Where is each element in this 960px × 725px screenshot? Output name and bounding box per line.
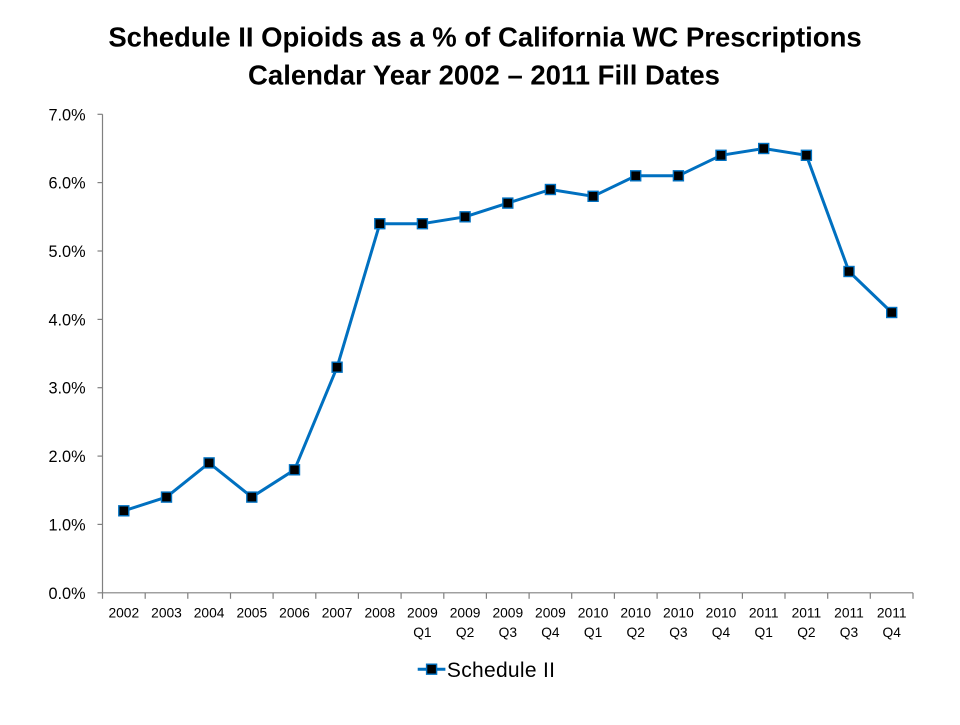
svg-text:Q1: Q1 xyxy=(413,625,431,640)
svg-text:2004: 2004 xyxy=(194,606,225,621)
svg-text:2011: 2011 xyxy=(749,606,779,621)
svg-text:2009: 2009 xyxy=(535,606,566,621)
svg-text:2011: 2011 xyxy=(877,606,907,621)
svg-text:Q3: Q3 xyxy=(499,625,518,640)
svg-text:Q2: Q2 xyxy=(797,625,815,640)
svg-text:0.0%: 0.0% xyxy=(48,585,85,603)
svg-text:Q3: Q3 xyxy=(669,625,688,640)
svg-text:2006: 2006 xyxy=(279,606,310,621)
svg-text:1.0%: 1.0% xyxy=(48,516,85,534)
svg-text:Schedule II: Schedule II xyxy=(447,659,555,682)
svg-text:Q1: Q1 xyxy=(754,625,772,640)
svg-text:2010: 2010 xyxy=(706,606,737,621)
svg-text:2010: 2010 xyxy=(620,606,651,621)
svg-text:Q2: Q2 xyxy=(626,625,644,640)
svg-text:2009: 2009 xyxy=(407,606,438,621)
svg-text:5.0%: 5.0% xyxy=(48,243,85,261)
svg-text:Calendar Year 2002 – 2011 Fill: Calendar Year 2002 – 2011 Fill Dates xyxy=(248,60,720,91)
svg-text:Q4: Q4 xyxy=(882,625,901,640)
svg-text:2009: 2009 xyxy=(492,606,523,621)
svg-text:7.0%: 7.0% xyxy=(48,106,85,124)
svg-text:2011: 2011 xyxy=(834,606,864,621)
svg-text:Q4: Q4 xyxy=(712,625,731,640)
svg-text:Q2: Q2 xyxy=(456,625,474,640)
svg-text:2010: 2010 xyxy=(578,606,609,621)
svg-text:4.0%: 4.0% xyxy=(48,311,85,329)
svg-text:2008: 2008 xyxy=(364,606,395,621)
svg-text:3.0%: 3.0% xyxy=(48,380,85,398)
svg-text:2010: 2010 xyxy=(663,606,694,621)
svg-text:2.0%: 2.0% xyxy=(48,448,85,466)
svg-text:6.0%: 6.0% xyxy=(48,175,85,193)
svg-text:2009: 2009 xyxy=(450,606,481,621)
svg-text:2002: 2002 xyxy=(108,606,139,621)
svg-text:2003: 2003 xyxy=(151,606,182,621)
svg-text:2007: 2007 xyxy=(322,606,353,621)
svg-text:Q4: Q4 xyxy=(541,625,560,640)
svg-text:2011: 2011 xyxy=(792,606,822,621)
svg-text:2005: 2005 xyxy=(236,606,267,621)
svg-text:Q1: Q1 xyxy=(584,625,602,640)
svg-text:Schedule II Opioids as a % of: Schedule II Opioids as a % of California… xyxy=(108,22,861,53)
svg-text:Q3: Q3 xyxy=(840,625,859,640)
